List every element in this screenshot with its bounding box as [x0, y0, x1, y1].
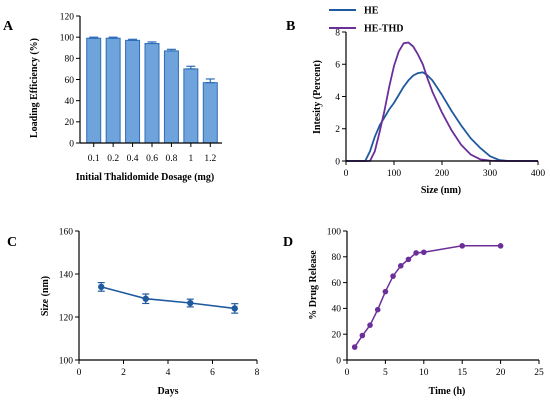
bar-0.8: [163, 50, 179, 144]
panel-d-xtick-label: 20: [496, 368, 506, 378]
panel-c-ytick-label: 100: [59, 356, 74, 366]
release-line: [354, 245, 501, 348]
panel-label-c: C: [7, 235, 17, 250]
size-point: [142, 295, 149, 302]
panel-c-xlabel: Days: [157, 386, 178, 397]
release-point: [359, 332, 366, 339]
panel-c-xtick-label: 2: [121, 368, 126, 378]
panel-label-b: B: [286, 19, 295, 34]
legend-label-he-thd: HE-THD: [364, 24, 403, 35]
panel-b: B Intesity (Percent) Size (nm) HE HE-THD 0…: [286, 6, 545, 197]
panel-a-category-label: 0.2: [107, 154, 119, 164]
panel-b-ylabel: Intesity (Percent): [312, 60, 323, 134]
panel-label-a: A: [3, 19, 14, 34]
panel-label-d: D: [283, 235, 293, 250]
release-point: [405, 256, 412, 263]
panel-b-ytick-label: 6: [335, 61, 340, 71]
panel-a-category-label: 0.4: [127, 154, 139, 164]
panel-a-ytick-label: 60: [65, 76, 75, 86]
panel-d-ytick-label: 60: [332, 279, 342, 289]
panel-a-category-label: 1: [188, 154, 193, 164]
panel-a-category-label: 0.8: [165, 154, 177, 164]
panel-d-ytick-label: 100: [327, 227, 342, 237]
panel-d-xtick-label: 25: [534, 368, 544, 378]
bar-1: [183, 68, 199, 144]
series-line-he-thd: [346, 41, 538, 162]
panel-d-ytick-label: 40: [332, 305, 342, 315]
panel-a-ytick-label: 0: [69, 139, 74, 149]
panel-a-ytick-label: 40: [65, 97, 75, 107]
panel-b-xtick-label: 200: [435, 169, 450, 179]
panel-a-ylabel: Loading Efficiency (%): [29, 38, 40, 138]
panel-b-xtick-label: 300: [483, 169, 498, 179]
release-point: [421, 249, 427, 256]
bar-1.2: [202, 82, 218, 144]
panel-b-ytick-label: 0: [335, 157, 340, 167]
panel-a-ytick-label: 120: [60, 12, 75, 22]
panel-c-xtick-label: 4: [166, 368, 171, 378]
panel-d-xtick-label: 10: [419, 368, 429, 378]
release-point: [382, 288, 389, 295]
panel-a-ytick-label: 20: [65, 118, 75, 128]
series-line-he: [346, 71, 538, 162]
release-point: [351, 344, 358, 350]
size-point: [231, 305, 238, 312]
panel-d-xtick-label: 0: [345, 368, 350, 378]
panel-d: D % Drug Release Time (h) 0 20 40 60 80 100 0 5…: [283, 227, 544, 397]
panel-d-xtick-label: 5: [383, 368, 388, 378]
panel-c-xtick-label: 0: [77, 368, 82, 378]
panel-b-xtick-label: 0: [344, 169, 349, 179]
panel-c-ytick-label: 120: [59, 313, 74, 323]
bar-0.1: [86, 37, 102, 144]
panel-b-ytick-label: 8: [335, 28, 340, 38]
panel-b-xtick-label: 400: [531, 169, 546, 179]
size-point: [187, 299, 194, 307]
panel-a-category-label: 0.1: [88, 154, 100, 164]
panel-c-ylabel: Size (nm): [40, 276, 51, 316]
panel-c-ytick-label: 140: [59, 270, 74, 280]
bar-0.2: [105, 37, 121, 144]
panel-a-category-label: 1.2: [204, 154, 216, 164]
release-point: [390, 273, 396, 279]
legend-label-he: HE: [364, 6, 379, 17]
panel-b-xtick-label: 100: [387, 169, 402, 179]
bar-0.6: [144, 43, 160, 144]
panel-a-ytick-label: 80: [65, 55, 75, 65]
panel-a-category-label: 0.6: [146, 154, 158, 164]
panel-a-ytick-label: 100: [60, 33, 75, 43]
release-point: [413, 250, 419, 256]
panel-d-ytick-label: 20: [332, 331, 342, 341]
release-point: [374, 306, 381, 313]
release-point: [497, 243, 504, 249]
panel-c-ytick-label: 160: [59, 227, 74, 237]
size-line: [101, 286, 235, 310]
panel-a-xlabel: Initial Thalidomide Dosage (mg): [76, 172, 214, 183]
release-point: [367, 322, 373, 328]
panel-d-xlabel: Time (h): [429, 386, 466, 397]
release-point: [397, 263, 404, 269]
panel-d-ylabel: % Drug Release: [308, 250, 319, 320]
panel-a: A Loading Efficiency (%) Initial Thalido…: [3, 12, 222, 183]
size-point: [98, 283, 105, 291]
panel-c-xtick-label: 6: [210, 368, 215, 378]
panel-d-ytick-label: 0: [336, 356, 341, 366]
panel-c-xtick-label: 8: [255, 368, 260, 378]
panel-b-ytick-label: 4: [335, 93, 340, 103]
bar-0.4: [125, 39, 141, 144]
panel-c: C Size (nm) Days 100 120 140 160 0 2 4 6 8: [7, 227, 260, 397]
panel-b-ytick-label: 2: [335, 125, 340, 135]
release-point: [459, 243, 466, 249]
panel-b-xlabel: Size (nm): [421, 185, 461, 196]
panel-d-xtick-label: 15: [457, 368, 467, 378]
panel-d-ytick-label: 80: [332, 253, 342, 263]
